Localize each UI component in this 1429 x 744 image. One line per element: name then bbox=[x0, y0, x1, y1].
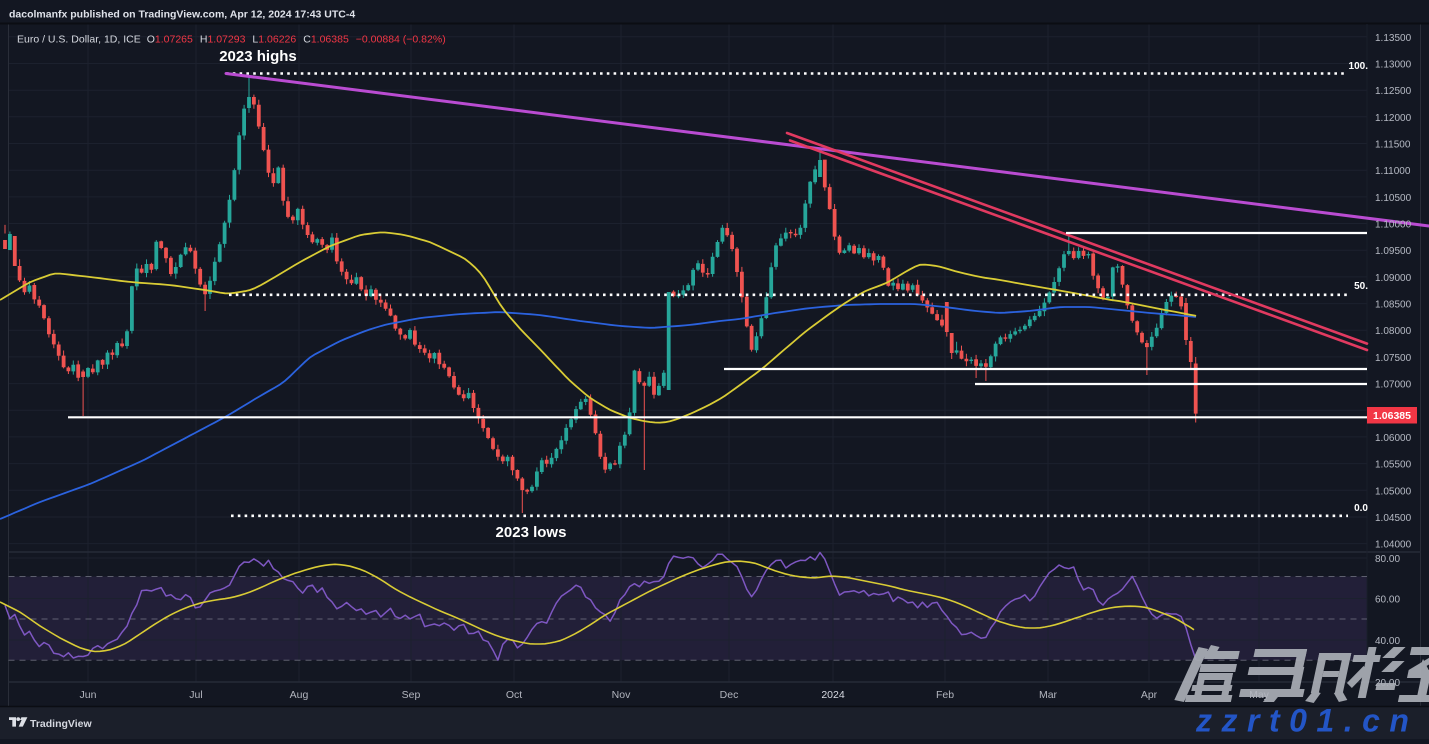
svg-text:1.12500: 1.12500 bbox=[1375, 86, 1412, 97]
svg-text:1.10000: 1.10000 bbox=[1375, 220, 1412, 231]
svg-text:40.00: 40.00 bbox=[1375, 636, 1400, 647]
svg-text:1.07500: 1.07500 bbox=[1375, 353, 1412, 364]
svg-text:0.0: 0.0 bbox=[1354, 503, 1368, 514]
svg-text:Feb: Feb bbox=[936, 689, 954, 701]
svg-text:80.00: 80.00 bbox=[1375, 554, 1400, 565]
svg-text:Jul: Jul bbox=[189, 689, 202, 701]
svg-text:1.09000: 1.09000 bbox=[1375, 273, 1412, 284]
svg-text:1.06000: 1.06000 bbox=[1375, 433, 1412, 444]
svg-text:1.05500: 1.05500 bbox=[1375, 460, 1412, 471]
svg-text:1.09500: 1.09500 bbox=[1375, 246, 1412, 257]
svg-text:1.04000: 1.04000 bbox=[1375, 540, 1412, 551]
svg-text:1.04500: 1.04500 bbox=[1375, 513, 1412, 524]
svg-text:1.12000: 1.12000 bbox=[1375, 113, 1412, 124]
svg-text:1.13500: 1.13500 bbox=[1375, 33, 1412, 44]
svg-text:2023 lows: 2023 lows bbox=[496, 524, 567, 541]
svg-text:Oct: Oct bbox=[506, 689, 522, 701]
svg-text:Dec: Dec bbox=[720, 689, 739, 701]
svg-text:Aug: Aug bbox=[290, 689, 309, 701]
svg-text:1.11000: 1.11000 bbox=[1375, 166, 1411, 177]
svg-text:1.08000: 1.08000 bbox=[1375, 326, 1412, 337]
svg-text:May: May bbox=[1249, 689, 1270, 701]
svg-text:dacolmanfx published on Tradin: dacolmanfx published on TradingView.com,… bbox=[9, 9, 355, 21]
svg-text:2023 highs: 2023 highs bbox=[219, 48, 297, 65]
svg-text:1.11500: 1.11500 bbox=[1375, 140, 1411, 151]
svg-text:100.: 100. bbox=[1349, 61, 1369, 72]
svg-text:1.13000: 1.13000 bbox=[1375, 60, 1412, 71]
svg-text:1.06385: 1.06385 bbox=[1373, 410, 1411, 422]
svg-text:60.00: 60.00 bbox=[1375, 595, 1400, 606]
svg-text:Apr: Apr bbox=[1141, 689, 1158, 701]
svg-text:Jun: Jun bbox=[80, 689, 97, 701]
svg-text:2024: 2024 bbox=[821, 689, 845, 701]
svg-text:1.05000: 1.05000 bbox=[1375, 486, 1412, 497]
svg-text:Sep: Sep bbox=[402, 689, 421, 701]
svg-text:1.07000: 1.07000 bbox=[1375, 380, 1412, 391]
svg-text:1.08500: 1.08500 bbox=[1375, 300, 1412, 311]
svg-text:Mar: Mar bbox=[1039, 689, 1058, 701]
svg-text:zzrt01.cn: zzrt01.cn bbox=[1195, 703, 1418, 739]
svg-text:50.: 50. bbox=[1354, 281, 1368, 292]
svg-text:Nov: Nov bbox=[612, 689, 631, 701]
svg-text:TradingView: TradingView bbox=[30, 718, 92, 730]
svg-text:1.10500: 1.10500 bbox=[1375, 193, 1412, 204]
